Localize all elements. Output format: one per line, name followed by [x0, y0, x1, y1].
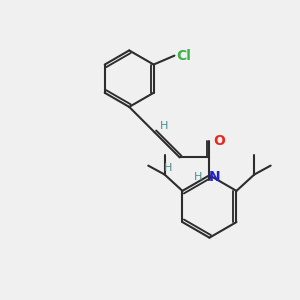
Text: O: O [213, 134, 225, 148]
Text: H: H [160, 121, 168, 131]
Text: H: H [164, 163, 172, 173]
Text: Cl: Cl [176, 49, 191, 63]
Text: N: N [209, 170, 220, 184]
Text: H: H [194, 172, 202, 182]
